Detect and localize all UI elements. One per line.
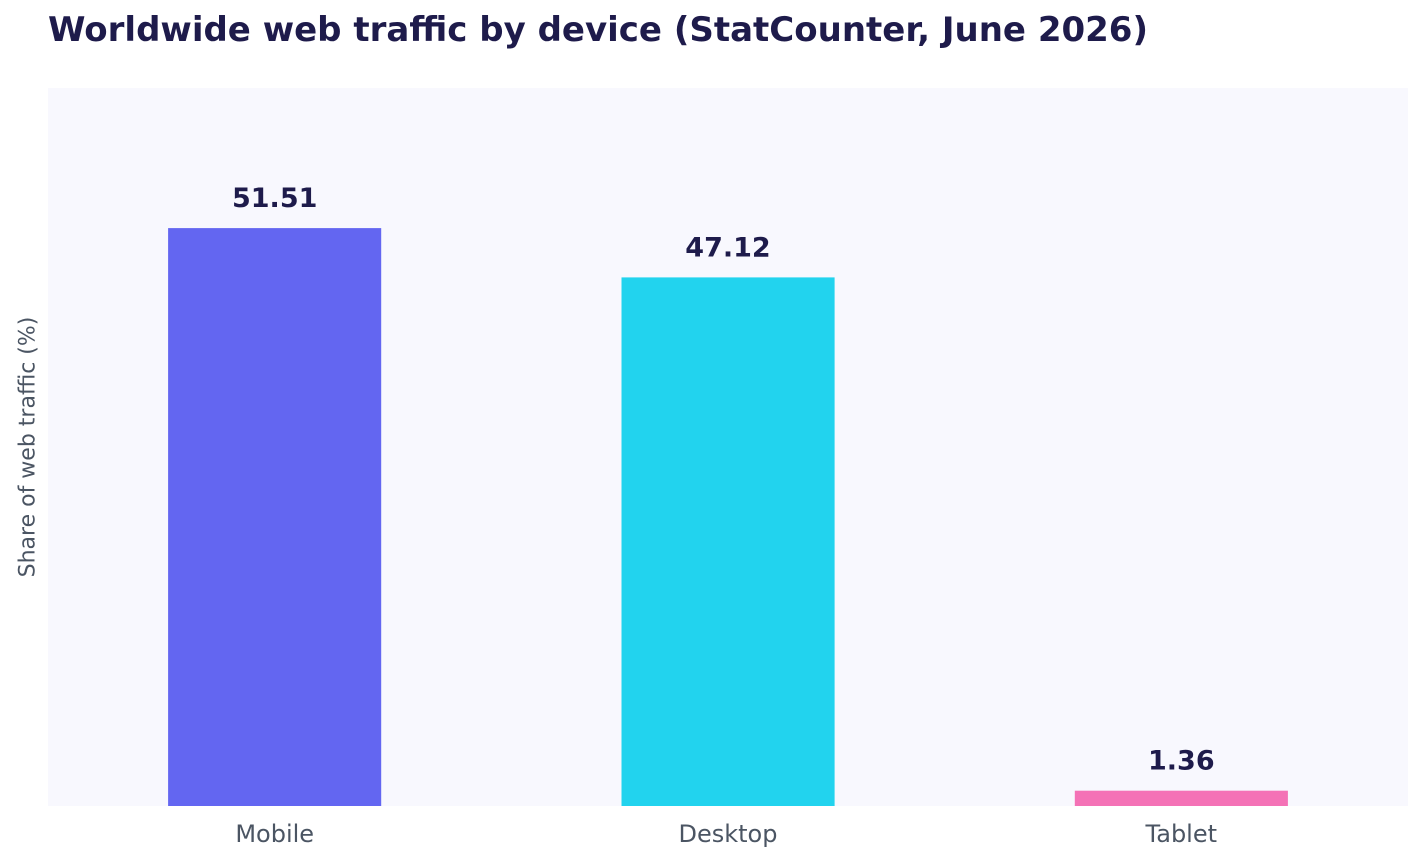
x-tick-label-desktop: Desktop xyxy=(679,820,778,848)
value-label-mobile: 51.51 xyxy=(232,183,317,214)
bars-group xyxy=(168,228,1288,807)
x-tick-labels-group: Mobile Desktop Tablet xyxy=(235,820,1217,848)
chart-title: Worldwide web traffic by device (StatCou… xyxy=(48,10,1148,50)
value-label-desktop: 47.12 xyxy=(685,232,770,263)
bar-mobile xyxy=(168,228,382,807)
value-labels-group: 51.51 47.12 1.36 xyxy=(232,183,1215,777)
bar-desktop xyxy=(621,277,835,806)
x-tick-label-mobile: Mobile xyxy=(235,820,314,848)
value-label-tablet: 1.36 xyxy=(1148,746,1215,777)
bar-tablet xyxy=(1074,790,1288,806)
x-tick-label-tablet: Tablet xyxy=(1145,820,1217,848)
